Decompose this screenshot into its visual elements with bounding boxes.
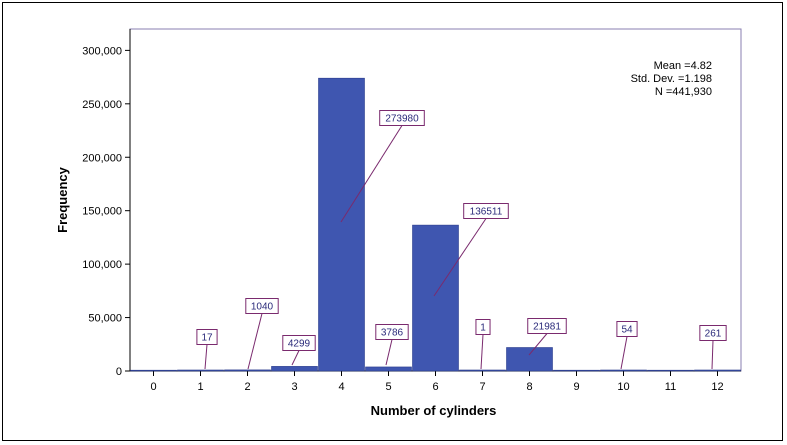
y-tick-label: 0 — [116, 366, 122, 378]
x-tick-label: 12 — [711, 381, 723, 393]
data-label-7: 1 — [480, 323, 486, 334]
bar-4 — [318, 77, 365, 372]
y-axis-title: Frequency — [55, 166, 70, 233]
y-tick-label: 250,000 — [82, 99, 122, 111]
x-axis-title: Number of cylinders — [371, 403, 497, 418]
x-axis: 0 1 2 3 4 5 6 7 8 9 10 11 12 — [130, 370, 741, 393]
y-tick-label: 100,000 — [82, 259, 122, 271]
bar-12 — [694, 369, 741, 372]
data-label-box — [699, 325, 727, 341]
data-label-leader — [433, 218, 487, 297]
x-tick-label: 2 — [244, 381, 250, 393]
data-label-5: 3786 — [381, 328, 404, 339]
bar-7 — [459, 369, 506, 372]
bar-0 — [130, 369, 177, 372]
data-label-box — [463, 203, 509, 219]
data-label-2: 1040 — [251, 302, 274, 313]
x-tick-label: 10 — [617, 381, 629, 393]
data-label-3: 4299 — [288, 339, 311, 350]
y-tick-label: 300,000 — [82, 45, 122, 57]
data-label-1: 17 — [201, 333, 213, 344]
data-label-leader — [711, 340, 714, 370]
y-tick-label: 50,000 — [88, 313, 122, 325]
x-tick-label: 0 — [150, 381, 156, 393]
bar-8 — [506, 347, 553, 372]
data-label-box — [196, 329, 218, 345]
bars — [130, 77, 741, 372]
stats-std-dev: Std. Dev. =1.198 — [631, 73, 712, 85]
bar-6 — [412, 224, 459, 372]
bar-1 — [177, 369, 224, 372]
data-label-leader — [291, 350, 300, 366]
data-label-box — [616, 321, 638, 337]
data-label-10: 54 — [621, 325, 633, 336]
x-tick-label: 6 — [432, 381, 438, 393]
x-tick-label: 3 — [291, 381, 297, 393]
x-tick-label: 7 — [479, 381, 485, 393]
data-labels: 17 1040 4299 273980 3786 136511 1 21981 54 261 — [196, 110, 727, 370]
data-label-6: 136511 — [470, 207, 503, 218]
data-label-leader — [247, 313, 263, 370]
data-label-box — [379, 110, 425, 126]
data-label-box — [282, 335, 316, 351]
x-tick-label: 1 — [197, 381, 203, 393]
stats-mean: Mean =4.82 — [654, 60, 712, 72]
x-tick-label: 11 — [665, 381, 676, 393]
x-tick-label: 4 — [338, 381, 344, 393]
data-label-box — [527, 318, 567, 334]
x-tick-label: 5 — [385, 381, 391, 393]
x-tick-label: 8 — [526, 381, 532, 393]
stats-n: N =441,930 — [655, 86, 712, 98]
data-label-leader — [340, 125, 403, 223]
data-label-box — [475, 319, 491, 335]
bar-5 — [365, 366, 412, 372]
bar-10 — [600, 369, 647, 372]
data-label-leader — [620, 336, 628, 370]
bar-11 — [647, 369, 694, 372]
data-label-4: 273980 — [385, 114, 419, 125]
data-label-leader — [480, 334, 484, 370]
data-label-box — [245, 298, 279, 314]
bar-2 — [224, 369, 271, 372]
data-label-box — [375, 324, 409, 340]
bar-3 — [271, 366, 318, 372]
data-label-leader — [528, 333, 548, 356]
x-tick-label: 9 — [573, 381, 579, 393]
bar-9 — [553, 369, 600, 372]
data-label-8: 21981 — [533, 322, 561, 333]
y-tick-label: 150,000 — [82, 206, 122, 218]
y-axis: 0 50,000 100,000 150,000 200,000 250,000 300,0… — [82, 29, 131, 378]
data-label-leader — [385, 339, 393, 366]
y-tick-label: 200,000 — [82, 152, 122, 164]
data-label-12: 261 — [705, 329, 722, 340]
data-label-leader — [204, 344, 208, 370]
